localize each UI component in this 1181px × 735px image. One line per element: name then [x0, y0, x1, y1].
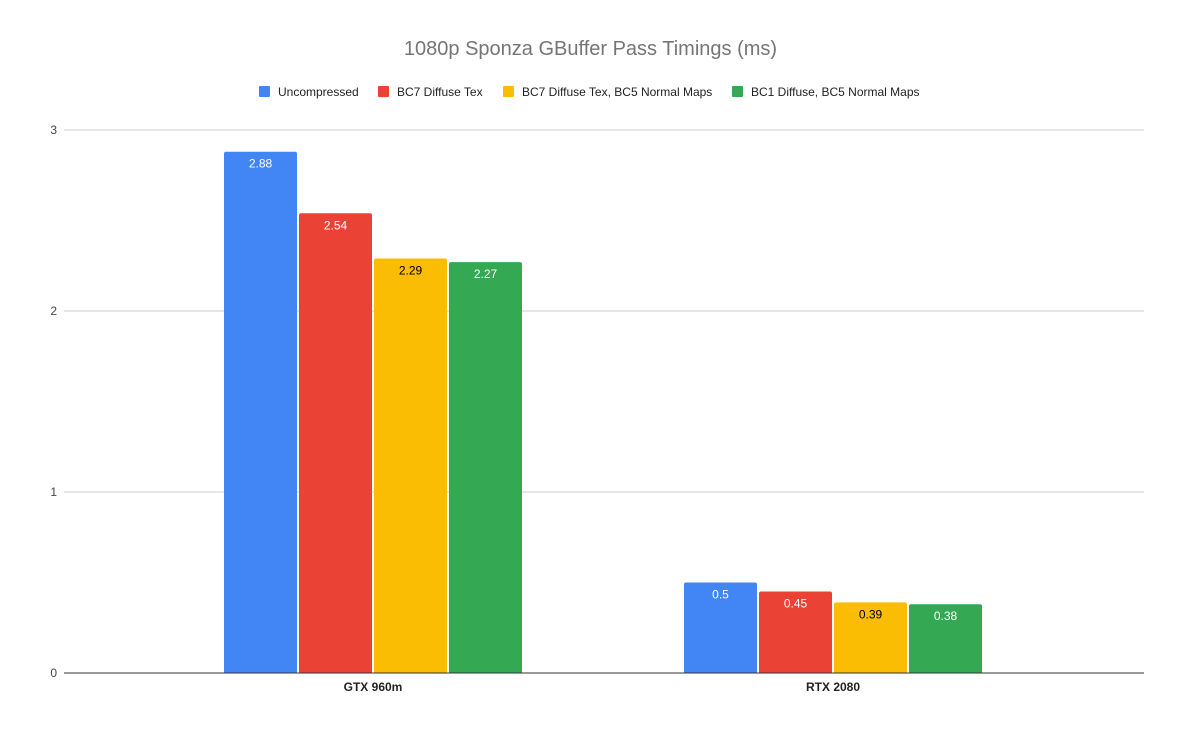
- data-label: 2.88: [249, 157, 273, 171]
- bar: [299, 213, 372, 673]
- y-tick-label: 2: [50, 304, 57, 318]
- y-axis: 0 1 2 3: [50, 123, 57, 680]
- legend-swatch: [732, 86, 743, 97]
- chart-title: 1080p Sponza GBuffer Pass Timings (ms): [404, 38, 777, 60]
- legend-swatch: [378, 86, 389, 97]
- legend-swatch: [259, 86, 270, 97]
- legend-label: BC7 Diffuse Tex, BC5 Normal Maps: [522, 85, 712, 99]
- data-labels: 2.88 2.54 2.29 2.27 0.5 0.45 0.39 0.38: [249, 157, 958, 623]
- bar: [224, 151, 297, 674]
- legend-item: BC7 Diffuse Tex: [378, 85, 483, 99]
- data-label: 0.39: [859, 607, 883, 621]
- data-label: 0.45: [784, 597, 808, 611]
- bar: [374, 258, 447, 673]
- data-label: 2.27: [474, 267, 498, 281]
- legend-item: BC7 Diffuse Tex, BC5 Normal Maps: [503, 85, 712, 99]
- y-tick-label: 3: [50, 123, 57, 137]
- legend-label: Uncompressed: [278, 85, 359, 99]
- legend-swatch: [503, 86, 514, 97]
- legend-label: BC7 Diffuse Tex: [397, 85, 483, 99]
- bar: [759, 591, 832, 673]
- bars: [224, 151, 982, 674]
- legend: Uncompressed BC7 Diffuse Tex BC7 Diffuse T…: [259, 85, 920, 99]
- data-label: 0.5: [712, 588, 729, 602]
- data-label: 2.29: [399, 264, 423, 278]
- y-tick-label: 1: [50, 485, 57, 499]
- bar: [684, 582, 757, 673]
- data-label: 2.54: [324, 218, 348, 232]
- x-axis: GTX 960m RTX 2080: [64, 672, 1144, 694]
- x-tick-label: GTX 960m: [344, 680, 403, 694]
- legend-item: Uncompressed: [259, 85, 359, 99]
- legend-item: BC1 Diffuse, BC5 Normal Maps: [732, 85, 920, 99]
- bar: [909, 604, 982, 673]
- bar: [449, 262, 522, 673]
- x-tick-label: RTX 2080: [806, 680, 860, 694]
- bar: [834, 602, 907, 673]
- legend-label: BC1 Diffuse, BC5 Normal Maps: [751, 85, 920, 99]
- y-tick-label: 0: [50, 666, 57, 680]
- data-label: 0.38: [934, 609, 958, 623]
